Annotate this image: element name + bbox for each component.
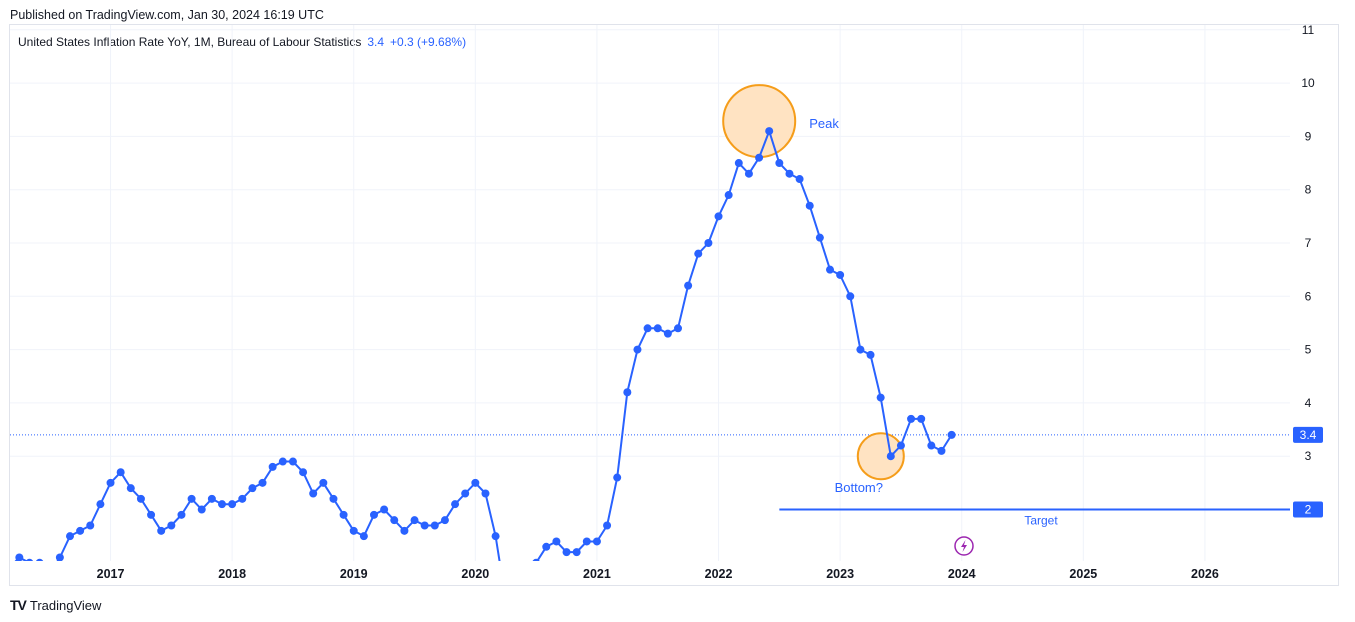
brand-name: TradingView	[29, 597, 102, 613]
series-change: +0.3 (+9.68%)	[390, 35, 467, 49]
series-last-value: 3.4	[367, 35, 385, 49]
published-info: Published on TradingView.com, Jan 30, 20…	[10, 8, 324, 22]
series-title: United States Inflation Rate YoY, 1M, Bu…	[18, 35, 362, 49]
data-point	[512, 607, 520, 615]
data-point	[502, 596, 510, 604]
series-legend[interactable]: United States Inflation Rate YoY, 1M, Bu…	[18, 35, 466, 49]
footer-brand[interactable]: TV TradingView	[10, 597, 101, 613]
chart-pane[interactable]	[9, 24, 1339, 586]
tradingview-logo: TV	[10, 597, 27, 613]
